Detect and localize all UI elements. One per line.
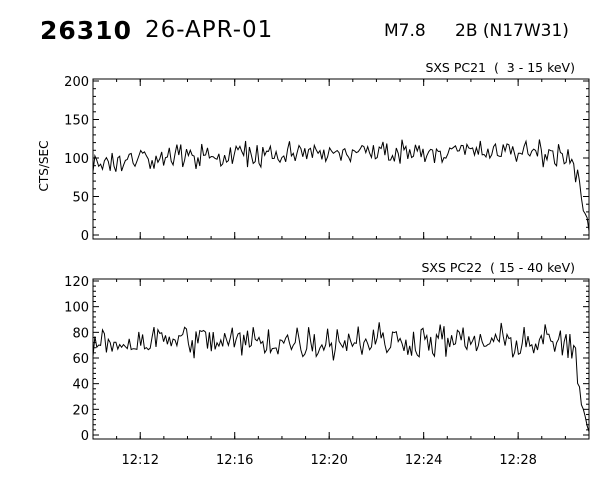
plot-header: 26310 26-APR-01 M7.8 2B (N17W31) <box>0 0 600 50</box>
y-tick-label: 40 <box>72 378 89 393</box>
panel-1-ylabel: CTS/SEC <box>37 141 51 192</box>
y-tick-label: 100 <box>64 152 89 167</box>
y-tick-label: 200 <box>64 75 89 90</box>
panel-2-title: SXS PC22 ( 15 - 40 keV) <box>421 260 575 275</box>
y-tick-label: 100 <box>64 301 89 316</box>
flare-location: 2B (N17W31) <box>455 21 569 41</box>
y-tick-label: 0 <box>81 429 89 444</box>
y-tick-label: 150 <box>64 114 89 129</box>
x-tick-label: 12:20 <box>310 453 347 468</box>
panel-2-series-line <box>92 322 590 432</box>
event-number: 26310 <box>40 16 132 45</box>
x-tick-label: 12:12 <box>122 453 159 468</box>
panel-1-series-line <box>92 139 590 232</box>
y-tick-label: 50 <box>72 191 89 206</box>
y-tick-label: 0 <box>81 229 89 244</box>
panel-1-frame <box>92 78 590 240</box>
x-tick-label: 12:24 <box>405 453 442 468</box>
event-date: 26-APR-01 <box>145 17 274 43</box>
x-tick-label: 12:28 <box>499 453 536 468</box>
y-tick-label: 60 <box>72 352 89 367</box>
flare-class: M7.8 <box>384 21 426 41</box>
y-tick-label: 20 <box>72 403 89 418</box>
y-tick-label: 120 <box>64 275 89 290</box>
y-tick-label: 80 <box>72 326 89 341</box>
panel-2-frame <box>92 278 590 440</box>
x-tick-label: 12:16 <box>216 453 253 468</box>
panel-1-title: SXS PC21 ( 3 - 15 keV) <box>425 60 575 75</box>
